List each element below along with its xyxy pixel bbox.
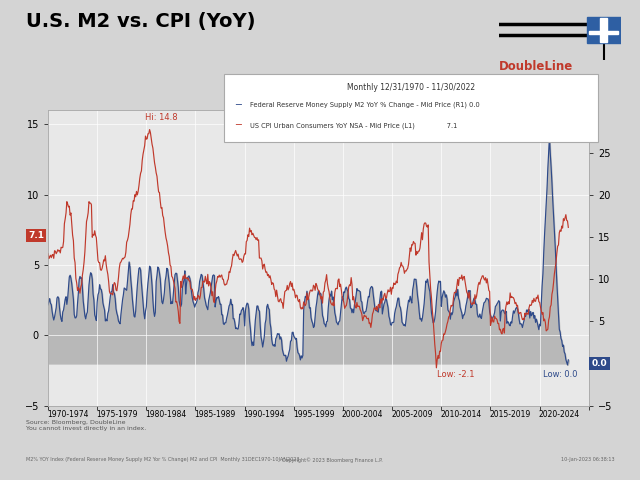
Text: ─: ─ bbox=[235, 120, 241, 131]
Text: 2015-2019: 2015-2019 bbox=[490, 410, 531, 420]
Text: Low: -2.1: Low: -2.1 bbox=[437, 371, 475, 380]
Text: ─: ─ bbox=[235, 100, 241, 110]
Text: 1975-1979: 1975-1979 bbox=[96, 410, 138, 420]
Text: M2% YOY Index (Federal Reserve Money Supply M2 Yor % Change) M2 and CPI  Monthly: M2% YOY Index (Federal Reserve Money Sup… bbox=[26, 457, 299, 462]
Text: 1970-1974: 1970-1974 bbox=[47, 410, 88, 420]
Text: 7.1: 7.1 bbox=[28, 231, 44, 240]
Text: 1990-1994: 1990-1994 bbox=[244, 410, 285, 420]
Bar bbox=[589, 31, 618, 34]
Text: 10-Jan-2023 06:38:13: 10-Jan-2023 06:38:13 bbox=[561, 457, 614, 462]
Text: 1995-1999: 1995-1999 bbox=[292, 410, 334, 420]
Text: Monthly 12/31/1970 - 11/30/2022: Monthly 12/31/1970 - 11/30/2022 bbox=[347, 83, 476, 92]
Text: Federal Reserve Money Supply M2 YoY % Change - Mid Price (R1) 0.0: Federal Reserve Money Supply M2 YoY % Ch… bbox=[250, 102, 479, 108]
Text: 1980-1984: 1980-1984 bbox=[145, 410, 187, 420]
Text: Source: Bloomberg, DoubleLine
You cannot invest directly in an index.: Source: Bloomberg, DoubleLine You cannot… bbox=[26, 420, 146, 431]
Text: 2010-2014: 2010-2014 bbox=[440, 410, 481, 420]
Text: DoubleLine: DoubleLine bbox=[499, 60, 573, 73]
Bar bbox=[587, 17, 621, 43]
Text: 1985-1989: 1985-1989 bbox=[195, 410, 236, 420]
Text: 2005-2009: 2005-2009 bbox=[391, 410, 433, 420]
Text: Hi: 14.8: Hi: 14.8 bbox=[145, 113, 178, 122]
Text: Hi: 26.9: Hi: 26.9 bbox=[527, 123, 560, 132]
Text: 2020-2024: 2020-2024 bbox=[539, 410, 580, 420]
Bar bbox=[600, 18, 607, 42]
Text: U.S. M2 vs. CPI (YoY): U.S. M2 vs. CPI (YoY) bbox=[26, 12, 255, 31]
Text: US CPI Urban Consumers YoY NSA - Mid Price (L1)               7.1: US CPI Urban Consumers YoY NSA - Mid Pri… bbox=[250, 122, 457, 129]
Text: 2000-2004: 2000-2004 bbox=[342, 410, 383, 420]
Text: 0.0: 0.0 bbox=[592, 359, 607, 368]
Text: Low: 0.0: Low: 0.0 bbox=[543, 371, 577, 380]
Text: Copyright© 2023 Bloomberg Finance L.P.: Copyright© 2023 Bloomberg Finance L.P. bbox=[282, 457, 383, 463]
